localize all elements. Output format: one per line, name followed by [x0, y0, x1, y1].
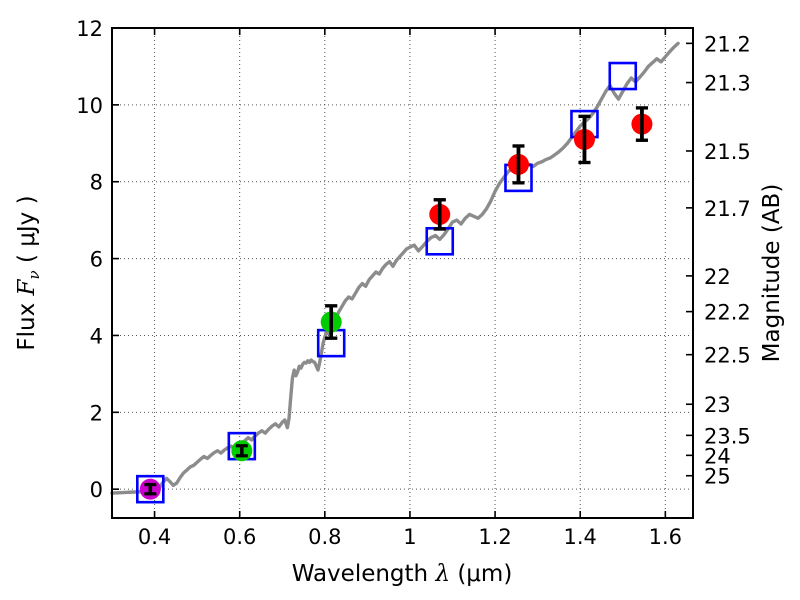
y-axis-title-sub: ν [25, 270, 43, 279]
y-tick-label: 12 [76, 17, 103, 41]
y-tick-label: 0 [90, 478, 103, 502]
y2-tick-label: 22 [704, 265, 731, 289]
y2-tick-label: 21.5 [704, 140, 751, 164]
model-square-marker [136, 474, 165, 504]
y-tick-label: 2 [90, 401, 103, 425]
x-axis-title-var: λ [434, 561, 450, 587]
spectrum-path [110, 41, 680, 495]
y2-tick-label: 24 [704, 444, 731, 468]
y2-tick-label: 25 [704, 465, 731, 489]
plot-frame [111, 27, 694, 519]
x-axis-title-prefix: Wavelength [292, 561, 428, 587]
y2-tick-label: 22.5 [704, 344, 751, 368]
model-square-marker [608, 61, 638, 91]
x-tick-label: 0.6 [223, 525, 256, 549]
grid-lines [112, 27, 693, 518]
svg-text:Wavelength: Wavelength λ (μm) [292, 561, 513, 587]
x-tick-label: 0.4 [138, 525, 171, 549]
y2-axis-title-text: Magnitude (AB) [759, 184, 785, 363]
x-axis-title: Wavelength λ (μm) [292, 561, 513, 587]
x-axis-title-unit: (μm) [457, 561, 512, 587]
y2-tick-label: 23 [704, 393, 731, 417]
y2-tick-label: 21.7 [704, 197, 751, 221]
spectrum-curve [110, 41, 680, 495]
x-tick-label: 1.4 [564, 525, 597, 549]
y2-tick-label: 21.3 [704, 72, 751, 96]
y-tick-label: 4 [90, 324, 103, 348]
y-tick-label: 8 [90, 171, 103, 195]
y2-tick-label: 23.5 [704, 424, 751, 448]
y-tick-label: 6 [90, 248, 103, 272]
y-tick-label: 10 [76, 94, 103, 118]
svg-text:Flux Fν: Flux Fν ( μJy ) [14, 195, 43, 350]
x-tick-label: 1 [403, 525, 416, 549]
y-axis-title-prefix: Flux [14, 303, 40, 351]
y2-axis-title: Magnitude (AB) [759, 184, 785, 363]
y2-tick-label: 22.2 [704, 301, 751, 325]
y-axis-title-var: F [14, 278, 40, 296]
x-tick-label: 0.8 [308, 525, 341, 549]
axis-ticks [112, 27, 693, 518]
observed-photometry-markers [139, 106, 653, 500]
x-tick-label: 1.2 [478, 525, 511, 549]
y-axis-title: Flux Fν ( μJy ) [14, 195, 43, 350]
x-tick-label: 1.6 [649, 525, 682, 549]
y2-tick-label: 21.2 [704, 32, 751, 56]
plot-area-background [112, 28, 693, 518]
y-axis-title-unit: ( μJy ) [14, 195, 40, 263]
axis-tick-labels: 0.4 0.6 0.8 1 1.2 1.4 1.602468101221.221.321.5… [76, 17, 751, 549]
